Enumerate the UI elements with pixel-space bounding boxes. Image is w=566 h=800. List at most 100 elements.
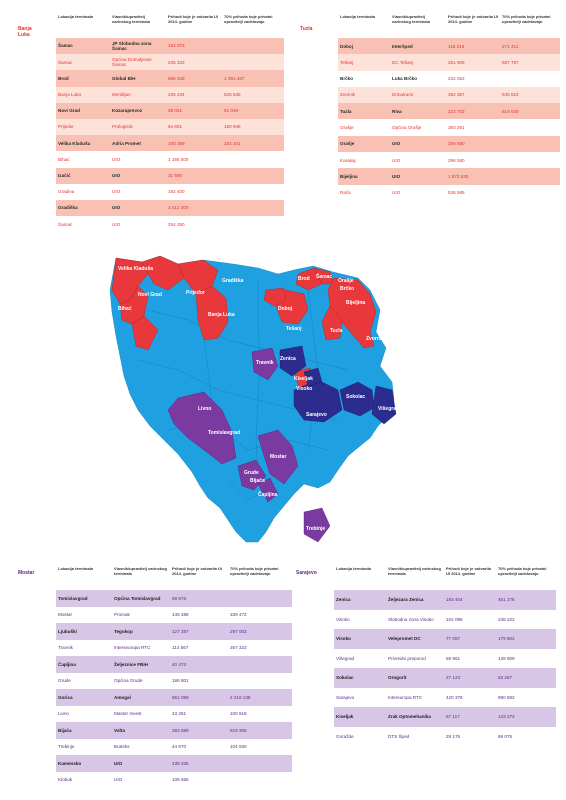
map-label: Travnik bbox=[256, 360, 274, 366]
cell-location: Zenica bbox=[334, 590, 386, 610]
table-row: Doboj Interšped 116 219 271 411 bbox=[338, 38, 560, 55]
cell-pct70: 267 323 bbox=[228, 639, 292, 656]
map-region-purple bbox=[303, 507, 331, 543]
cell-owner: Intereuropa RTC bbox=[386, 687, 444, 707]
cell-revenue: 145 488 bbox=[170, 606, 228, 623]
region-title: Sarajevo bbox=[296, 570, 317, 576]
region-title: Tuzla bbox=[300, 26, 313, 32]
cell-revenue: 127 287 bbox=[170, 623, 228, 640]
cell-owner: Općina Grude bbox=[112, 672, 170, 689]
map-label: Zenica bbox=[280, 356, 296, 362]
table-row: Šamac JP Slobodna zona Šamac 134 073 bbox=[56, 38, 284, 55]
map-region-red bbox=[327, 277, 377, 349]
cell-revenue: 296 580 bbox=[446, 152, 500, 169]
cell-owner: Volta bbox=[112, 722, 170, 739]
cell-pct70 bbox=[222, 54, 284, 71]
map-label: Kiseljak bbox=[294, 376, 313, 382]
table-row: Trebinje Butreks 44 970 104 930 bbox=[56, 738, 292, 755]
cell-pct70: 451 276 bbox=[496, 590, 556, 610]
header-pct70: 70% prihoda koje privatni upravitelji za… bbox=[498, 566, 547, 576]
table-row: Visoko Slobodna zona Visoko 102 095 238 222 bbox=[334, 609, 556, 629]
cell-owner: Općina Orašje bbox=[390, 119, 446, 136]
cell-pct70 bbox=[228, 755, 292, 772]
cell-location: Visoko bbox=[334, 609, 386, 629]
header-pct70: 70% prihoda koje privatni upravitelji za… bbox=[502, 14, 551, 24]
table-row: Livno Master Invest 43 251 100 919 bbox=[56, 705, 292, 722]
cell-revenue: 29 175 bbox=[444, 726, 496, 746]
cell-location: Sarajevo bbox=[334, 687, 386, 707]
cell-location: Tešanj bbox=[338, 54, 390, 71]
cell-owner: Global BiH bbox=[110, 70, 166, 87]
cell-revenue: 40 473 bbox=[170, 656, 228, 673]
cell-owner: Velepromet DC bbox=[386, 629, 444, 649]
header-location: Lokacija terminala bbox=[58, 566, 93, 571]
map-label: Gradiška bbox=[222, 278, 244, 284]
cell-pct70 bbox=[500, 168, 560, 185]
map-label: Zvornik bbox=[366, 336, 384, 342]
map-region-navy bbox=[371, 385, 397, 425]
table-row: Šamac Općina Domaljevac Šamac 245 333 bbox=[56, 54, 284, 71]
map-label: Prijedor bbox=[186, 290, 205, 296]
cell-location: Prijedor bbox=[56, 118, 110, 136]
map-label: Bijeljina bbox=[346, 300, 365, 306]
region-title: Mostar bbox=[18, 570, 35, 576]
cell-owner: UIO bbox=[390, 184, 446, 201]
cell-pct70: 587 787 bbox=[500, 54, 560, 71]
map-label: Šamac bbox=[316, 272, 332, 280]
cell-pct70 bbox=[500, 70, 560, 87]
cell-location: Visoko bbox=[334, 629, 386, 649]
cell-revenue: 1 873 630 bbox=[446, 168, 500, 185]
cell-pct70 bbox=[222, 216, 284, 233]
cell-location: Šamac bbox=[56, 38, 110, 55]
cell-location: Grude bbox=[56, 672, 112, 689]
map-region-red bbox=[119, 285, 149, 325]
cell-location: Tomislavgrad bbox=[56, 590, 112, 607]
cell-location: Šamac bbox=[56, 54, 110, 71]
map-label: Tešanj bbox=[286, 326, 302, 332]
cell-revenue: 77 057 bbox=[444, 629, 496, 649]
map-region-purple bbox=[251, 347, 279, 381]
map-label: Livno bbox=[198, 406, 211, 412]
map-label: Brčko bbox=[340, 286, 354, 292]
cell-pct70: 139 909 bbox=[496, 648, 556, 668]
header-owner: Vlasnik/upravitelj carinskog terminala bbox=[388, 566, 441, 576]
map-region-navy bbox=[303, 367, 323, 387]
cell-revenue: 102 095 bbox=[444, 609, 496, 629]
cell-owner: Općina Domaljevac Šamac bbox=[110, 54, 166, 71]
cell-location: Bijača bbox=[56, 722, 112, 739]
table-row: Novi Grad Kozaraprevoz 39 021 91 049 bbox=[56, 102, 284, 119]
cell-pct70: 234 241 bbox=[222, 135, 284, 152]
cell-revenue: 359 680 bbox=[446, 135, 500, 153]
cell-location: Zvornik bbox=[338, 86, 390, 104]
cell-pct70: 179 802 bbox=[496, 629, 556, 649]
terminal-table-banja-luka: Lokacija terminala Vlasnik/upravitelj ca… bbox=[56, 14, 284, 233]
cell-owner: DTS Šped bbox=[386, 726, 444, 746]
table-row: Kamensko UIO 439 335 bbox=[56, 755, 292, 772]
map-labels: Velika Kladuša Novi Grad Prijedor Gradiška B… bbox=[118, 266, 399, 532]
cell-revenue: 27 123 bbox=[444, 668, 496, 688]
map-label: Brod bbox=[298, 276, 310, 282]
cell-pct70: 91 049 bbox=[222, 102, 284, 119]
cell-owner: JP Slobodna zona Šamac bbox=[110, 38, 166, 55]
cell-revenue: 64 691 bbox=[166, 118, 222, 136]
cell-revenue: 57 117 bbox=[444, 707, 496, 727]
map-label: Sarajevo bbox=[306, 412, 327, 418]
cell-owner: Kozaraprevoz bbox=[110, 102, 166, 119]
map-region-purple bbox=[257, 477, 279, 503]
table-row: Bihać UIO 1 156 000 bbox=[56, 151, 284, 168]
cell-pct70 bbox=[222, 199, 284, 217]
cell-revenue: 44 970 bbox=[170, 738, 228, 755]
cell-pct70: 1 391 467 bbox=[222, 70, 284, 87]
cell-revenue: 222 703 bbox=[446, 103, 500, 120]
cell-location: Doboj bbox=[338, 38, 390, 55]
cell-pct70 bbox=[500, 119, 560, 136]
cell-owner: Meridijan bbox=[110, 86, 166, 103]
cell-revenue: 362 367 bbox=[446, 86, 500, 104]
cell-location: Višegrad bbox=[334, 648, 386, 668]
cell-pct70 bbox=[228, 672, 292, 689]
cell-owner: UIO bbox=[110, 199, 166, 217]
cell-pct70: 297 003 bbox=[228, 623, 292, 640]
cell-pct70 bbox=[222, 183, 284, 200]
cell-pct70 bbox=[500, 152, 560, 169]
header-pct70: 70% prihoda koje privatni upravitelji za… bbox=[230, 566, 279, 576]
